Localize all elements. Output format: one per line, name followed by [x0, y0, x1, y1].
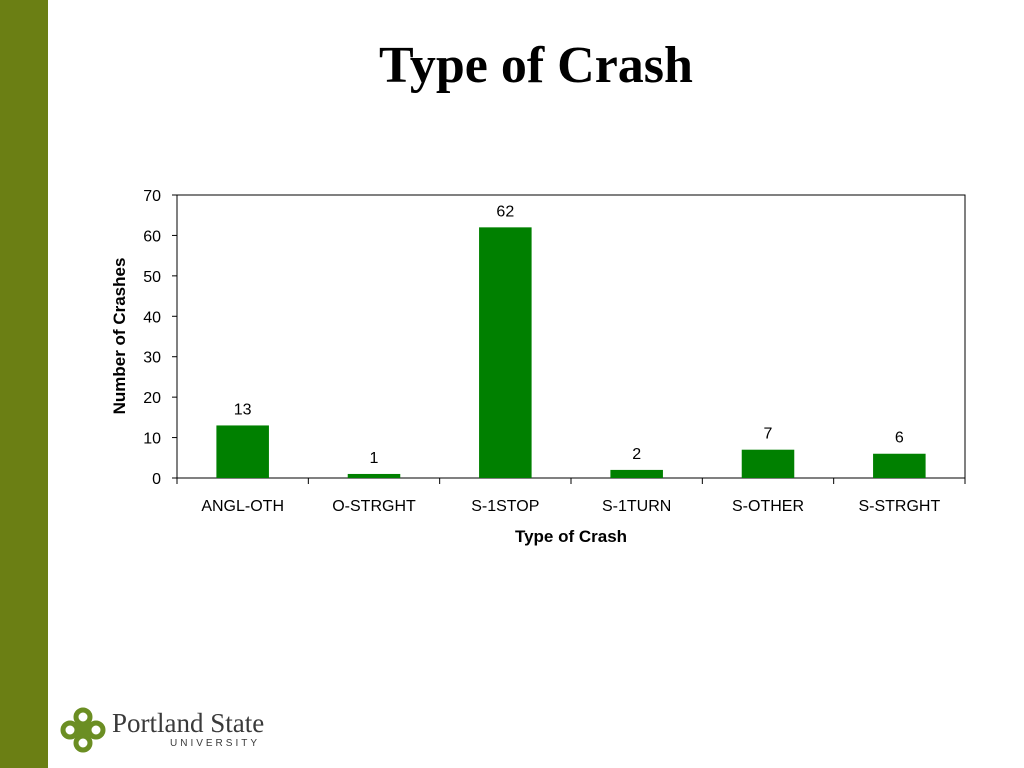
- y-axis-title: Number of Crashes: [110, 258, 129, 415]
- bar: [873, 453, 926, 478]
- x-tick-label: O-STRGHT: [332, 498, 416, 515]
- data-label: 2: [632, 446, 641, 463]
- y-tick-label: 10: [143, 431, 161, 448]
- y-tick-label: 60: [143, 228, 161, 245]
- data-label: 7: [764, 426, 773, 443]
- x-tick-label: S-1TURN: [602, 498, 671, 515]
- x-tick-label: S-1STOP: [471, 498, 539, 515]
- psu-logo-icon: [60, 707, 106, 753]
- data-label: 62: [496, 203, 514, 220]
- y-tick-label: 40: [143, 309, 161, 326]
- slide-title: Type of Crash: [379, 37, 693, 94]
- bar: [216, 425, 269, 478]
- data-label: 13: [234, 401, 252, 418]
- x-axis: ANGL-OTH O-STRGHT S-1STOP S-1TURN S-OTHER S-S…: [176, 478, 966, 515]
- y-tick-label: 0: [152, 471, 161, 488]
- x-tick-label: S-OTHER: [732, 498, 804, 515]
- plot-area: [176, 194, 966, 479]
- data-label: 6: [895, 430, 904, 447]
- bar: [347, 473, 401, 478]
- bar: [610, 469, 663, 478]
- y-tick-label: 70: [143, 188, 161, 205]
- y-axis: 0 10 20 30 40 50 60 70: [143, 188, 177, 488]
- logo-name: Portland State: [112, 708, 265, 738]
- x-tick-label: ANGL-OTH: [201, 498, 284, 515]
- y-tick-label: 20: [143, 390, 161, 407]
- data-label: 1: [370, 450, 379, 467]
- y-tick-label: 30: [143, 350, 161, 367]
- left-accent-band: [0, 0, 48, 768]
- bar: [479, 227, 532, 478]
- x-tick-label: S-STRGHT: [858, 498, 940, 515]
- logo-subtitle: UNIVERSITY: [170, 738, 261, 749]
- y-tick-label: 50: [143, 269, 161, 286]
- bar: [741, 449, 795, 478]
- bar-series: 13 1 62 2 7 6: [216, 203, 926, 478]
- x-axis-title: Type of Crash: [515, 527, 627, 546]
